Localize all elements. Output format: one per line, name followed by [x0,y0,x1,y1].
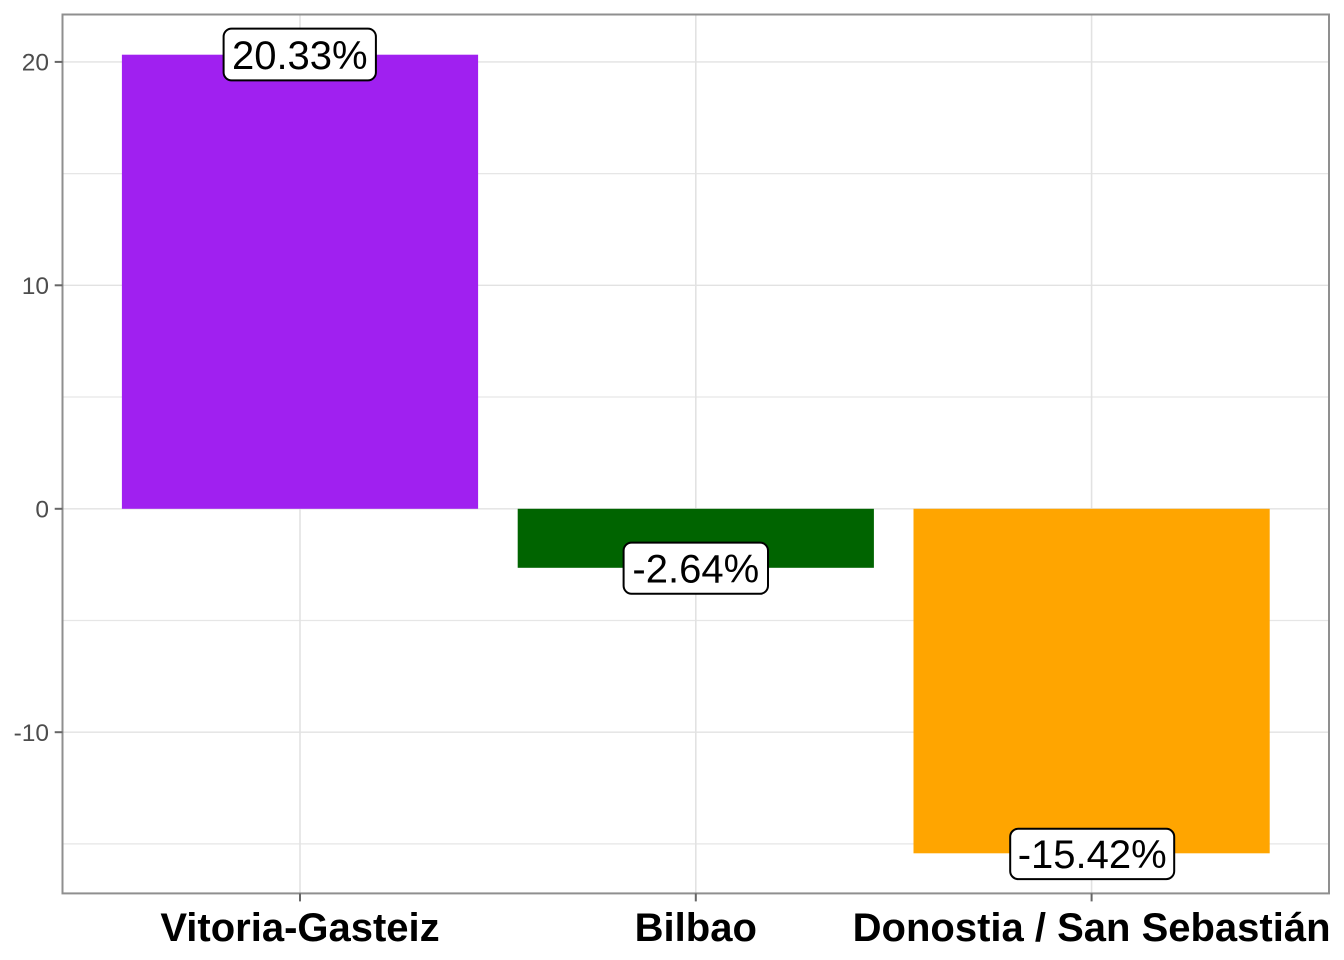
svg-text:Donostia / San Sebastián: Donostia / San Sebastián [853,906,1331,950]
svg-text:Vitoria-Gasteiz: Vitoria-Gasteiz [160,906,439,950]
svg-text:-2.64%: -2.64% [632,548,759,592]
svg-text:0: 0 [35,497,49,524]
svg-text:20.33%: 20.33% [232,34,368,78]
svg-text:-10: -10 [14,720,49,747]
svg-text:Bilbao: Bilbao [635,906,757,950]
svg-text:10: 10 [22,273,49,300]
svg-text:-15.42%: -15.42% [1018,833,1167,877]
svg-text:20: 20 [22,50,49,77]
